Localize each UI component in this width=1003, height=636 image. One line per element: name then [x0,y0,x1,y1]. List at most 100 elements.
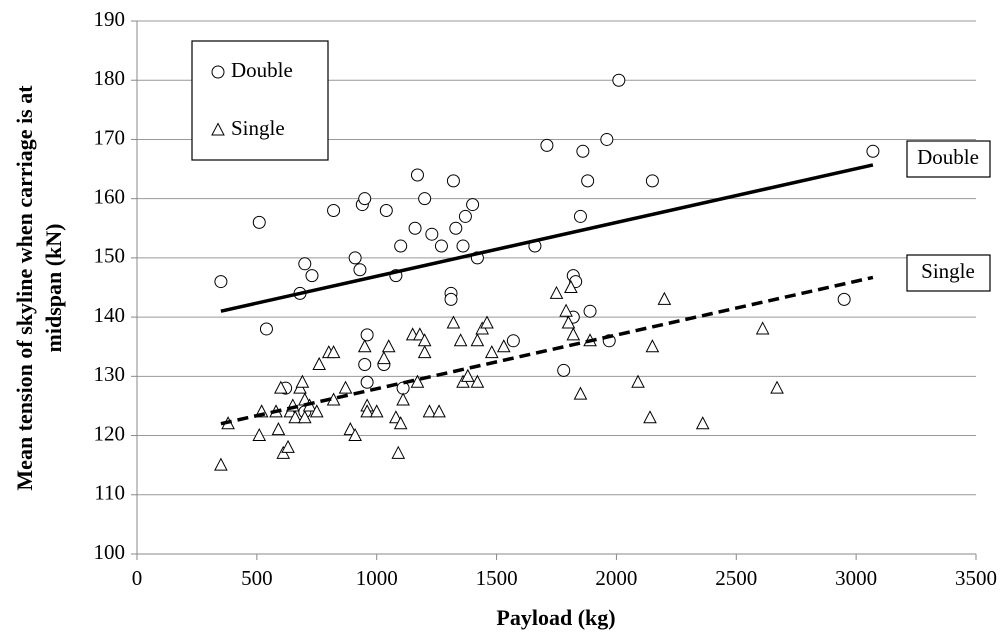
point [274,380,288,394]
point [470,374,485,388]
point [484,345,499,359]
point [377,350,391,365]
point [866,144,880,158]
point [559,303,573,317]
point [417,333,432,347]
legend-marker [211,65,225,79]
point [446,315,461,329]
point [456,239,470,253]
point [305,269,319,283]
y-tick-label: 100 [94,540,126,564]
point [657,291,672,305]
point [581,174,595,188]
trend-label-box [906,254,991,292]
point [288,410,303,424]
point [600,132,614,146]
point [755,321,770,335]
point [394,239,408,253]
point [408,221,422,235]
y-tick-label: 110 [94,481,125,505]
point [297,410,312,424]
point [645,339,660,353]
legend-label: Double [231,58,293,82]
y-axis-title: Mean tension of skyline when carriage is… [12,85,37,491]
y-tick-label: 140 [94,303,126,327]
x-tick-label: 3000 [835,566,877,590]
point [466,198,480,212]
point [446,174,460,188]
point [309,404,324,418]
point [259,322,273,336]
point [393,416,408,430]
point [252,427,267,442]
point [396,392,410,406]
y-tick-label: 150 [94,244,126,268]
point [391,445,406,459]
point [348,251,362,265]
point [410,168,424,182]
point [564,279,578,293]
x-tick-label: 0 [132,566,143,590]
point [695,416,710,430]
x-axis-title: Payload (kg) [496,605,615,630]
point [396,381,410,395]
point [312,356,327,370]
point [417,345,432,359]
point [425,227,439,241]
y-tick-label: 130 [94,362,126,386]
point [338,380,353,394]
trend-label: Double [917,145,979,169]
point [573,386,588,400]
x-tick-label: 1500 [476,566,518,590]
point [360,375,374,389]
point [252,215,266,229]
point [506,334,520,348]
y-tick-label: 190 [94,7,126,31]
point [470,333,485,347]
point [358,192,372,206]
trend-line [220,163,874,313]
point [422,404,437,418]
point [360,328,374,342]
point [449,221,463,235]
point [281,439,295,453]
point [583,304,597,318]
point [645,174,659,188]
point [480,315,494,329]
y-axis-title: midspan (kN) [41,224,66,353]
x-tick-label: 1000 [356,566,398,590]
point [432,404,446,418]
point [379,204,393,218]
x-tick-label: 3500 [955,566,997,590]
trend-label-box [906,140,991,178]
point [295,374,310,388]
point [453,333,468,347]
point [540,138,554,152]
point [353,263,367,277]
point [271,422,286,436]
point [496,339,511,353]
point [360,404,374,418]
point [643,410,657,424]
point [566,327,581,341]
x-tick-label: 2000 [595,566,637,590]
point [631,374,645,388]
point [434,239,448,253]
point [410,374,425,388]
point [381,339,396,353]
point [369,404,384,418]
point [357,339,372,353]
point [460,368,475,382]
point [348,427,362,442]
trend-line [220,275,874,426]
legend-label: Single [231,116,285,140]
legend-box [191,40,329,161]
point [549,285,564,299]
point [358,357,372,371]
x-tick-label: 2500 [715,566,757,590]
point [458,209,472,223]
legend-marker [211,122,225,136]
point [326,345,341,359]
point [298,257,312,271]
